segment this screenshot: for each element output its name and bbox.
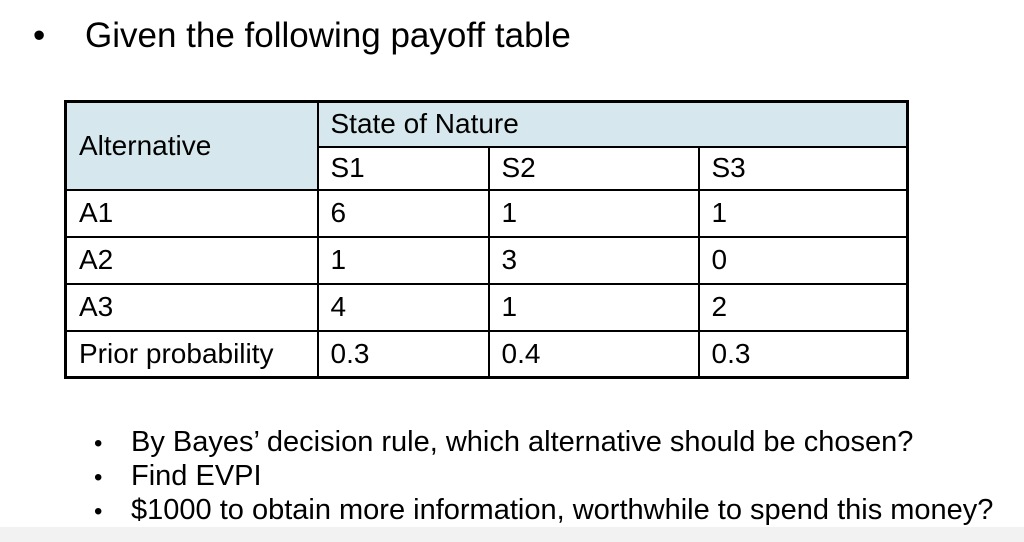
cell-value: 6 bbox=[316, 188, 490, 238]
table-row-prior-probability: Prior probability 0.3 0.4 0.3 bbox=[64, 329, 909, 379]
col-header-s3: S3 bbox=[697, 145, 909, 191]
question-spend-money: $1000 to obtain more information, worthw… bbox=[131, 494, 994, 526]
question-find-evpi: Find EVPI bbox=[131, 460, 262, 492]
cell-value: 0.3 bbox=[316, 329, 490, 379]
bullet-icon: • bbox=[94, 498, 103, 525]
cell-value: 2 bbox=[697, 282, 909, 332]
col-header-s1: S1 bbox=[316, 145, 490, 191]
table-row-a1: A1 6 1 1 bbox=[64, 188, 909, 238]
cell-value: 4 bbox=[316, 282, 490, 332]
table-row-a2: A2 1 3 0 bbox=[64, 235, 909, 285]
cell-value: 0.3 bbox=[697, 329, 909, 379]
row-label: A2 bbox=[64, 235, 319, 285]
payoff-table: Alternative State of Nature S1 S2 S3 A1 … bbox=[64, 100, 909, 379]
table-row-a3: A3 4 1 2 bbox=[64, 282, 909, 332]
cell-value: 0.4 bbox=[487, 329, 700, 379]
question-list: • By Bayes’ decision rule, which alterna… bbox=[94, 425, 993, 527]
title-bullet-icon: • bbox=[33, 16, 46, 55]
cell-value: 3 bbox=[487, 235, 700, 285]
cell-value: 0 bbox=[697, 235, 909, 285]
page-title: Given the following payoff table bbox=[85, 16, 571, 55]
cell-value: 1 bbox=[316, 235, 490, 285]
list-item: • $1000 to obtain more information, wort… bbox=[94, 493, 993, 527]
table-header-row-2: S1 S2 S3 bbox=[66, 145, 909, 191]
col-header-s2: S2 bbox=[487, 145, 700, 191]
col-header-state-of-nature: State of Nature bbox=[316, 100, 909, 148]
cell-value: 1 bbox=[487, 188, 700, 238]
slide-bottom-edge bbox=[0, 527, 1024, 542]
slide-title-row: • Given the following payoff table bbox=[33, 14, 571, 58]
cell-value: 1 bbox=[697, 188, 909, 238]
bullet-icon: • bbox=[94, 430, 103, 457]
cell-value: 1 bbox=[487, 282, 700, 332]
table-header-row-1: Alternative State of Nature bbox=[64, 100, 909, 191]
list-item: • By Bayes’ decision rule, which alterna… bbox=[94, 425, 993, 459]
row-label: A1 bbox=[64, 188, 319, 238]
list-item: • Find EVPI bbox=[94, 459, 993, 493]
question-bayes-rule: By Bayes’ decision rule, which alternati… bbox=[131, 426, 914, 458]
row-label: Prior probability bbox=[64, 329, 319, 379]
col-header-alternative: Alternative bbox=[64, 100, 319, 191]
bullet-icon: • bbox=[94, 464, 103, 491]
row-label: A3 bbox=[64, 282, 319, 332]
